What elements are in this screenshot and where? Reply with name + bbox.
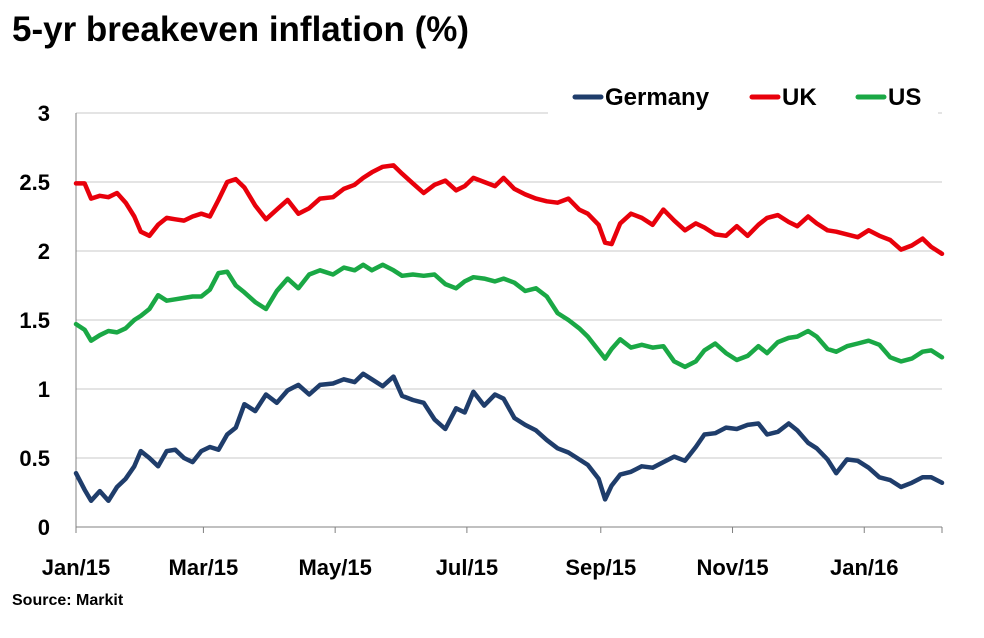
x-tick-label: Jul/15	[436, 555, 498, 580]
series-line-uk	[73, 163, 945, 257]
series-lines	[73, 163, 945, 504]
axes: 0 0.5 1 1.5 2 2.5 3 Jan/15 Mar/15 May/15 Jul/15 Sep…	[19, 101, 943, 580]
y-tick-label: 1.5	[19, 308, 50, 333]
y-tick-label: 2.5	[19, 170, 50, 195]
series-line-germany	[73, 371, 945, 504]
legend-label-uk: UK	[782, 84, 817, 111]
x-tick-label: Mar/15	[169, 555, 239, 580]
y-tick-label: 0.5	[19, 446, 50, 471]
legend: Germany UK US	[548, 80, 938, 116]
x-tick-label: Jan/16	[830, 555, 899, 580]
series-line-us	[73, 262, 945, 370]
x-tick-label: Jan/15	[42, 555, 111, 580]
y-tick-label: 2	[38, 239, 50, 264]
y-tick-label: 1	[38, 377, 50, 402]
y-tick-label: 0	[38, 515, 50, 540]
x-tick-label: May/15	[298, 555, 371, 580]
legend-label-germany: Germany	[605, 84, 710, 111]
x-tick-label: Nov/15	[696, 555, 768, 580]
chart-title: 5-yr breakeven inflation (%)	[12, 10, 470, 49]
legend-label-us: US	[888, 84, 921, 111]
x-tick-label: Sep/15	[565, 555, 636, 580]
y-tick-label: 3	[38, 101, 50, 126]
source-note: Source: Markit	[12, 592, 124, 609]
